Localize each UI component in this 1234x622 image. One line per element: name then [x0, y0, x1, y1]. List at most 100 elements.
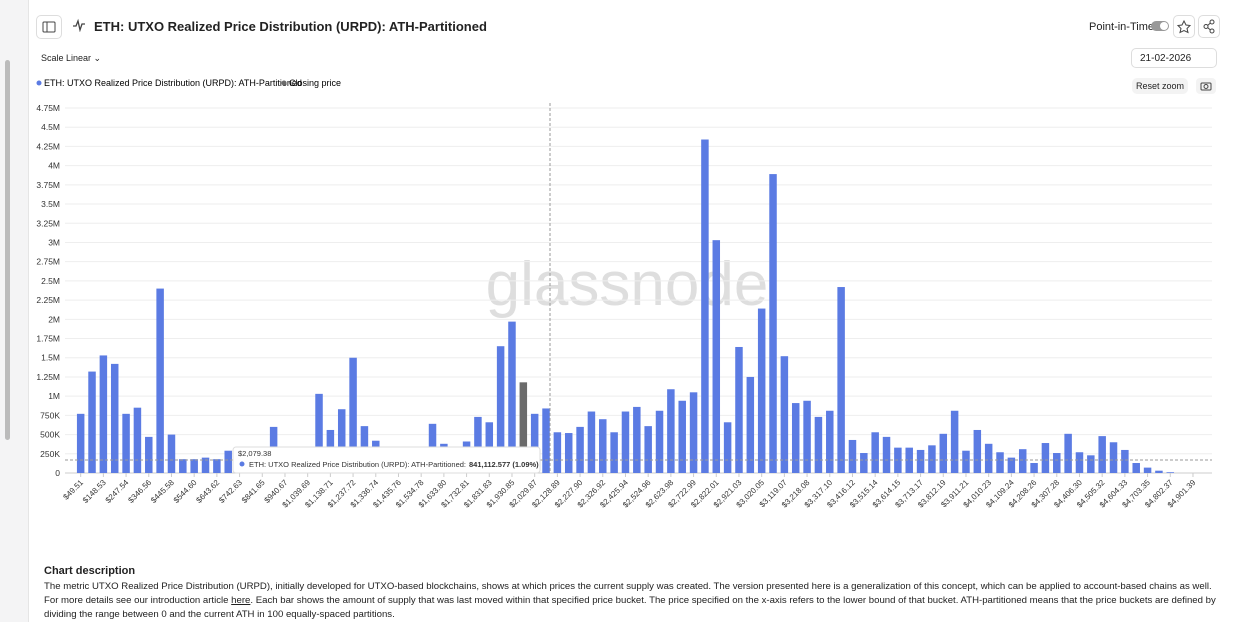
bar	[712, 240, 721, 473]
y-tick-label: 4.5M	[41, 122, 60, 132]
metric-icon	[73, 18, 85, 32]
bar	[610, 432, 618, 473]
bar	[110, 363, 119, 473]
bar	[145, 436, 153, 473]
bar	[190, 459, 198, 473]
sidebar-toggle[interactable]	[36, 15, 62, 39]
scrollbar[interactable]	[5, 60, 10, 440]
description-heading: Chart description	[44, 565, 136, 577]
bar	[621, 411, 630, 473]
y-tick-label: 2.25M	[36, 295, 60, 305]
bar	[553, 432, 562, 473]
toggle[interactable]	[1151, 21, 1169, 31]
x-tick-label: $544.60	[172, 478, 199, 505]
bar	[519, 382, 528, 473]
legend-swatch	[281, 80, 287, 86]
x-tick-label: $346.56	[126, 478, 153, 505]
tooltip-title: $2,079.38	[238, 449, 271, 458]
bar	[1166, 472, 1175, 473]
tooltip-text: ETH: UTXO Realized Price Distribution (U…	[249, 460, 539, 469]
bar	[757, 308, 766, 473]
x-tick-label: $445.58	[149, 478, 176, 505]
y-tick-label: 1M	[48, 391, 60, 401]
date-picker[interactable]: 21-02-2026	[1131, 48, 1217, 68]
x-tick-label: $742.63	[217, 478, 244, 505]
x-tick-label: $643.62	[194, 478, 221, 505]
bar	[769, 174, 777, 473]
bar	[962, 450, 970, 473]
bar	[1155, 470, 1163, 473]
watermark: glassnode	[486, 250, 769, 319]
bar	[1098, 436, 1106, 473]
bar	[939, 433, 948, 473]
y-tick-label: 500K	[40, 430, 60, 440]
bar	[996, 452, 1004, 473]
description-text: The metric UTXO Realized Price Distribut…	[44, 581, 1212, 606]
x-tick-label: $841.65	[240, 478, 267, 505]
bar	[167, 434, 176, 473]
bar	[587, 411, 596, 473]
bar	[984, 443, 993, 473]
legend-label: ETH: UTXO Realized Price Distribution (U…	[44, 78, 302, 88]
bar	[871, 432, 879, 473]
bar	[723, 422, 732, 473]
reset-zoom[interactable]: Reset zoom	[1132, 78, 1188, 94]
bar	[746, 376, 755, 473]
y-tick-label: 250K	[40, 449, 60, 459]
bar	[315, 393, 323, 473]
bar	[474, 416, 482, 473]
x-tick-label: $247.54	[104, 478, 131, 505]
y-tick-label: 1.75M	[36, 334, 60, 344]
bar	[1121, 449, 1129, 473]
bar	[1109, 442, 1118, 473]
bar	[337, 409, 346, 473]
scale-label: Scale Linear	[41, 53, 92, 63]
bar	[88, 371, 96, 473]
bar	[599, 419, 607, 473]
bar	[644, 426, 652, 473]
y-tick-label: 3.75M	[36, 180, 60, 190]
bar	[576, 426, 584, 473]
share-button[interactable]	[1198, 15, 1220, 38]
tooltip-box	[232, 446, 541, 474]
bar	[667, 389, 675, 473]
y-tick-label: 3.5M	[41, 199, 60, 209]
bar	[122, 413, 130, 473]
x-tick-label: $148.53	[81, 478, 108, 505]
y-tick-label: 2.75M	[36, 257, 60, 267]
screenshot-button[interactable]	[1196, 78, 1216, 94]
y-tick-label: 2M	[48, 314, 60, 324]
favorite-button[interactable]	[1173, 15, 1195, 38]
bar	[1143, 467, 1152, 473]
bar	[1007, 457, 1016, 473]
legend-label: Closing price	[289, 78, 341, 88]
link[interactable]: here	[231, 595, 251, 606]
legend-swatch	[36, 80, 42, 86]
bar	[950, 410, 959, 473]
y-tick-label: 4.25M	[36, 141, 60, 151]
y-tick-label: 1.5M	[41, 353, 60, 363]
y-tick-label: 3.25M	[36, 218, 60, 228]
tooltip-swatch	[239, 461, 245, 467]
y-tick-label: 3M	[48, 237, 60, 247]
bar	[1041, 443, 1050, 473]
bar	[542, 408, 550, 473]
bar	[826, 410, 834, 473]
description: The metric UTXO Realized Price Distribut…	[44, 580, 1216, 622]
bar	[791, 403, 800, 473]
bar	[1075, 452, 1084, 473]
icon	[1176, 19, 1192, 34]
bar	[179, 459, 187, 473]
tooltip-series: ETH: UTXO Realized Price Distribution (U…	[249, 460, 466, 469]
bar	[133, 407, 142, 473]
chart: ETH: UTXO Realized Price Distribution (U…	[36, 78, 1212, 510]
bar	[973, 429, 982, 473]
bar	[1030, 463, 1038, 473]
bar	[224, 450, 232, 473]
bar	[156, 288, 164, 473]
description-text: . Each bar shows the amount of supply th…	[44, 595, 1216, 620]
tooltip-value: 841,112.577 (1.09%)	[469, 460, 539, 469]
bar	[735, 346, 743, 473]
scale-selector[interactable]: Scale Linear ⌄	[41, 53, 102, 63]
